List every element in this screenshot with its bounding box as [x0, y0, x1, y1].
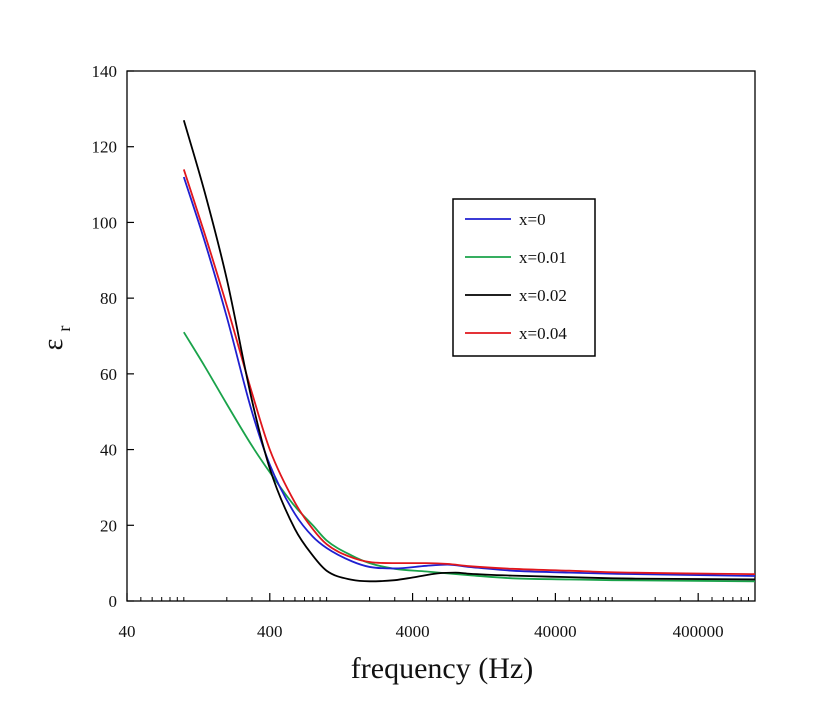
y-tick-label: 120	[92, 138, 118, 157]
x-tick-label: 400000	[673, 622, 724, 641]
x-axis: 40 400 4000 40000 400000	[119, 593, 749, 641]
series-line-x-0	[182, 176, 756, 577]
y-tick-label: 60	[100, 365, 117, 384]
plot-area	[126, 70, 756, 602]
series-line-x-0-02	[182, 119, 756, 583]
legend-label: x=0	[519, 210, 546, 229]
y-tick-label: 80	[100, 289, 117, 308]
legend: x=0 x=0.01 x=0.02 x=0.04	[452, 198, 596, 357]
legend-label: x=0.02	[519, 286, 567, 305]
legend-label: x=0.04	[519, 324, 567, 343]
x-tick-label: 400	[257, 622, 283, 641]
y-axis-title-main: ε	[38, 339, 69, 351]
y-tick-label: 140	[92, 62, 118, 81]
y-tick-label: 100	[92, 213, 118, 232]
y-tick-label: 40	[100, 441, 117, 460]
y-axis-title-sub: r	[54, 326, 74, 332]
y-axis: 0 20 40 60 80 100 120 140	[92, 62, 134, 611]
series-group	[182, 119, 756, 583]
x-tick-label: 40	[119, 622, 136, 641]
series-line-x-0-01	[183, 331, 756, 583]
x-tick-label: 40000	[534, 622, 577, 641]
x-tick-label: 4000	[396, 622, 430, 641]
plot-frame	[126, 70, 756, 602]
legend-label: x=0.01	[519, 248, 567, 267]
y-axis-title: ε r	[38, 326, 74, 351]
legend-box	[452, 198, 596, 357]
x-axis-title: frequency (Hz)	[351, 652, 533, 685]
y-tick-label: 0	[109, 592, 118, 611]
y-tick-label: 20	[100, 516, 117, 535]
